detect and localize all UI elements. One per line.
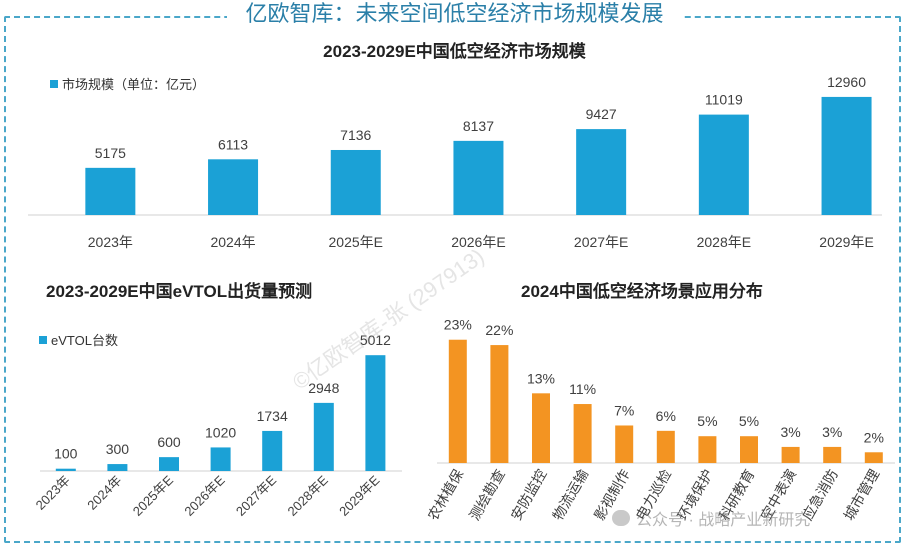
chart3-value-label: 3% (780, 424, 800, 440)
chart3-bar (864, 452, 883, 463)
chart2-bar (107, 464, 128, 471)
chart2-category-label: 2029年E (336, 472, 383, 519)
chart2-category-label: 2024年 (84, 473, 124, 513)
chart1-bar (698, 114, 749, 215)
chart2-category-label: 2026年E (181, 472, 228, 519)
chart2-bar (210, 447, 231, 471)
chart2-category-label: 2025年E (130, 472, 177, 519)
chart1-category-label: 2025年E (329, 234, 383, 250)
chart3-bar (656, 430, 675, 463)
chart1-bar (576, 129, 627, 215)
chart1-bar (330, 149, 381, 215)
chart2-title: 2023-2029E中国eVTOL出货量预测 (46, 282, 313, 301)
chart3-value-label: 7% (614, 402, 634, 418)
chart1-bar (453, 140, 504, 215)
chart1-legend-swatch (50, 79, 58, 88)
chart2-bar (159, 457, 179, 471)
wechat-icon (612, 510, 630, 526)
chart2-category-label: 2028年E (285, 472, 332, 519)
chart2-value-label: 600 (157, 434, 181, 450)
chart2-value-label: 1734 (257, 408, 288, 424)
chart1-category-label: 2026年E (451, 234, 505, 250)
chart1-category-label: 2023年 (88, 234, 133, 250)
chart2-category-label: 2027年E (233, 472, 280, 519)
chart3-bar (573, 404, 592, 463)
chart3-bar (615, 425, 634, 463)
chart1-category-label: 2029年E (819, 234, 873, 250)
chart1-value-label: 5175 (95, 145, 126, 161)
chart3-bar (781, 446, 800, 463)
chart1-category-label: 2027年E (574, 234, 628, 250)
chart1-value-label: 7136 (340, 127, 371, 143)
chart3-value-label: 2% (864, 429, 884, 445)
chart1-bar (821, 96, 872, 215)
chart3-category-label: 测绘勘查 (466, 467, 508, 523)
chart1-value-label: 8137 (463, 118, 494, 134)
chart1-legend: 市场规模（单位：亿元） (50, 74, 205, 93)
chart2-bar (262, 430, 283, 471)
chart3-value-label: 13% (527, 370, 555, 386)
chart3-value-label: 22% (485, 322, 513, 338)
chart2-value-label: 1020 (205, 424, 236, 440)
chart3-category-label: 安防监控 (508, 467, 550, 523)
chart3-value-label: 3% (822, 424, 842, 440)
chart2-value-label: 2948 (308, 380, 339, 396)
chart3-bar (740, 436, 758, 463)
chart3-bar (823, 446, 842, 463)
chart2-value-label: 100 (54, 446, 78, 462)
chart3-bar (448, 339, 467, 463)
main-title: 亿欧智库：未来空间低空经济市场规模发展 (0, 0, 909, 28)
chart3-category-label: 城市管理 (841, 467, 883, 523)
chart2-bar (55, 468, 76, 471)
chart3-value-label: 5% (739, 413, 759, 429)
chart2-value-label: 5012 (360, 332, 391, 348)
chart3-value-label: 5% (697, 413, 717, 429)
chart3-bar (490, 345, 509, 463)
chart1-value-label: 9427 (586, 106, 617, 122)
chart1-value-label: 12960 (827, 74, 866, 90)
chart1-value-label: 6113 (218, 136, 248, 152)
chart3-value-label: 6% (656, 408, 676, 424)
brand-text: 公众号 · 战略产业新研究 (636, 512, 811, 529)
chart1-title: 2023-2029E中国低空经济市场规模 (323, 42, 586, 61)
chart2-value-label: 300 (106, 441, 130, 457)
chart2-legend-swatch (39, 335, 47, 344)
chart2-legend: eVTOL台数 (39, 330, 118, 349)
brand-watermark: 公众号 · 战略产业新研究 (612, 506, 810, 530)
chart2-category-label: 2023年 (33, 473, 73, 513)
chart3-value-label: 11% (569, 381, 596, 397)
chart3-bar (698, 436, 717, 463)
chart3-value-label: 23% (444, 317, 472, 333)
chart3-title: 2024中国低空经济场景应用分布 (521, 282, 763, 301)
chart1-category-label: 2028年E (697, 234, 751, 250)
chart1-value-label: 11019 (705, 92, 743, 108)
chart2-bar (313, 402, 334, 471)
chart1-category-label: 2024年 (210, 234, 255, 250)
chart1-bar (85, 167, 136, 215)
chart3-category-label: 物流运输 (549, 467, 591, 523)
chart3-bar (532, 393, 550, 463)
chart2-bar (365, 355, 386, 471)
chart3-category-label: 农林植保 (425, 467, 467, 523)
chart1-legend-label: 市场规模（单位：亿元） (62, 77, 206, 92)
chart1-bar (208, 159, 259, 215)
chart2-legend-label: eVTOL台数 (51, 333, 118, 348)
